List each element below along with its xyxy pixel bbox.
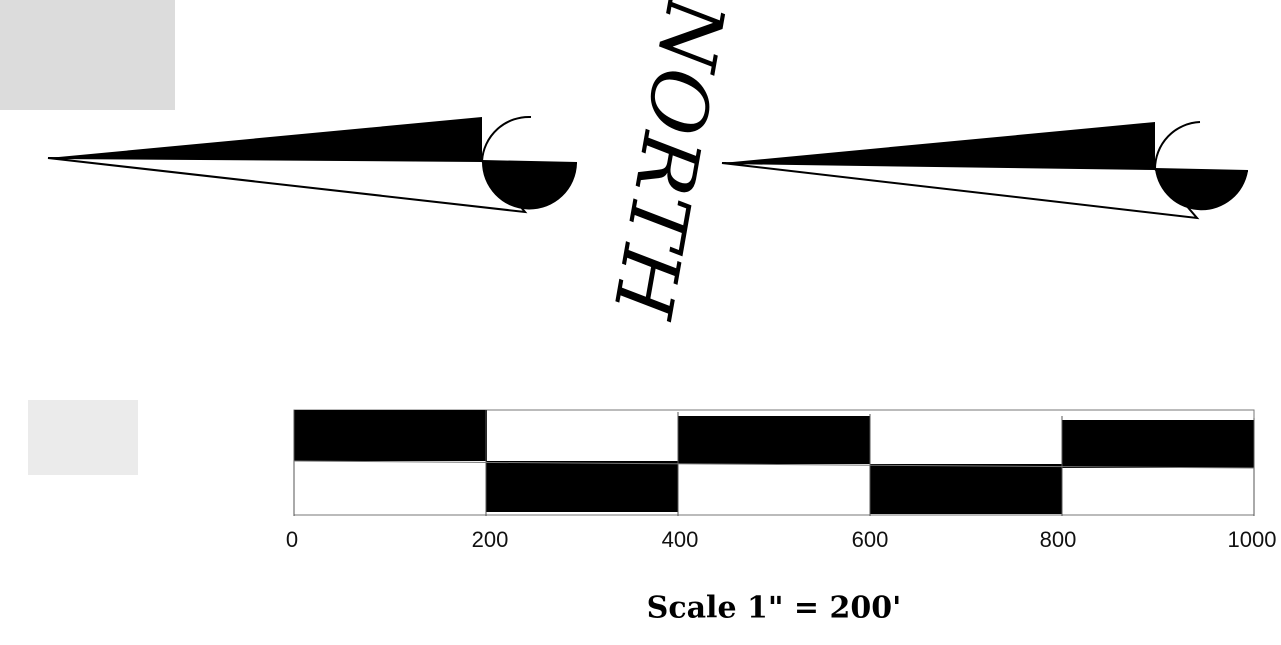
scale-segment — [486, 461, 678, 512]
north-arrow-left — [47, 115, 578, 214]
scan-noise — [0, 0, 175, 110]
scale-tick-label: 600 — [851, 527, 889, 552]
scale-segment — [870, 464, 1062, 514]
scale-tick-label: 200 — [471, 527, 509, 552]
scale-tick-label: 1000 — [1227, 527, 1277, 552]
scale-tick-label: 0 — [285, 527, 299, 552]
scale-segment — [1062, 420, 1254, 468]
scan-noise — [28, 400, 138, 475]
scale-tick-label: 800 — [1039, 527, 1077, 552]
scale-segment — [294, 410, 487, 461]
scale-segment — [678, 416, 870, 464]
scale-text: Scale 1" = 200' — [646, 590, 902, 626]
scale-tick-label: 400 — [661, 527, 699, 552]
north-arrow-right — [721, 121, 1249, 220]
